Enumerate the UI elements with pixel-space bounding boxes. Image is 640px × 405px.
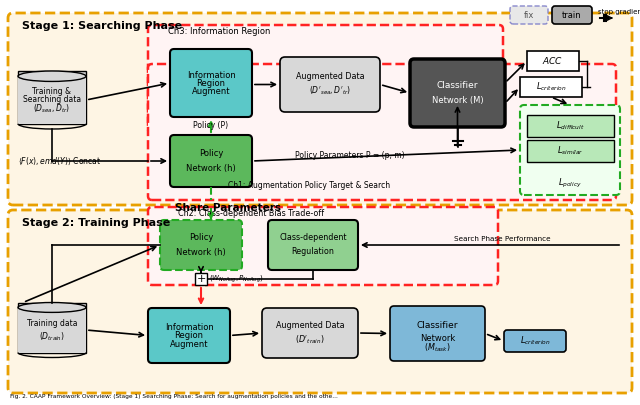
Bar: [527, 115, 614, 137]
FancyBboxPatch shape: [8, 13, 632, 205]
Text: $(D_{sea}, D_{tr})$: $(D_{sea}, D_{tr})$: [33, 103, 70, 115]
FancyBboxPatch shape: [268, 220, 358, 270]
Text: $L_{difficult}$: $L_{difficult}$: [556, 120, 585, 132]
Text: train: train: [562, 11, 582, 19]
FancyBboxPatch shape: [262, 308, 358, 358]
FancyBboxPatch shape: [148, 25, 503, 133]
FancyBboxPatch shape: [520, 105, 620, 195]
Text: Augment: Augment: [170, 340, 208, 349]
Ellipse shape: [18, 303, 86, 312]
Text: Ch1: Augmentation Policy Target & Search: Ch1: Augmentation Policy Target & Search: [228, 181, 390, 190]
Text: fix: fix: [524, 11, 534, 19]
Bar: [520, 77, 582, 97]
FancyBboxPatch shape: [160, 220, 242, 270]
Text: Information: Information: [164, 323, 213, 332]
Text: $(M_{task})$: $(M_{task})$: [424, 341, 451, 354]
Text: Ch3: Information Region: Ch3: Information Region: [168, 27, 270, 36]
FancyBboxPatch shape: [170, 135, 252, 187]
Text: $ACC$: $ACC$: [543, 55, 564, 66]
Text: +: +: [196, 274, 205, 284]
Text: $(W_{NoAug}, P_{NoAug})$: $(W_{NoAug}, P_{NoAug})$: [209, 273, 264, 285]
Text: Region: Region: [196, 79, 225, 87]
Text: Policy Parameters P = (p, m): Policy Parameters P = (p, m): [295, 151, 404, 160]
Text: Training &: Training &: [33, 87, 72, 96]
FancyBboxPatch shape: [504, 330, 566, 352]
Bar: [195, 273, 207, 285]
FancyBboxPatch shape: [510, 6, 548, 24]
FancyBboxPatch shape: [170, 49, 252, 117]
Text: Searching data: Searching data: [23, 96, 81, 104]
Text: Regulation: Regulation: [292, 247, 335, 256]
FancyBboxPatch shape: [148, 308, 230, 363]
Text: Search Phase Performance: Search Phase Performance: [454, 236, 550, 242]
Text: $L_{similar}$: $L_{similar}$: [557, 145, 584, 157]
Ellipse shape: [18, 71, 86, 81]
Text: Training data: Training data: [27, 318, 77, 328]
Bar: [18, 76, 86, 124]
Text: $L_{policy}$: $L_{policy}$: [558, 177, 582, 190]
Text: Policy: Policy: [199, 149, 223, 158]
Bar: [18, 303, 86, 352]
Text: $\langle F(x),emd(Y)\rangle$ Concat: $\langle F(x),emd(Y)\rangle$ Concat: [18, 156, 101, 166]
Text: Policy: Policy: [189, 234, 213, 243]
Text: $L_{criterion}$: $L_{criterion}$: [536, 81, 566, 93]
Bar: [527, 140, 614, 162]
Text: Classifier: Classifier: [436, 81, 478, 90]
Text: Fig. 2. CAAP Framework Overview: (Stage 1) Searching Phase: Search for augmentat: Fig. 2. CAAP Framework Overview: (Stage …: [10, 394, 338, 399]
FancyBboxPatch shape: [410, 59, 505, 127]
Text: stop gradient: stop gradient: [598, 9, 640, 15]
Text: Region: Region: [175, 331, 204, 340]
Text: Class-dependent: Class-dependent: [279, 234, 347, 243]
Text: Ch2: Class-dependent Bias Trade-off: Ch2: Class-dependent Bias Trade-off: [178, 209, 324, 218]
Text: Augmented Data: Augmented Data: [276, 320, 344, 330]
Text: Policy (P): Policy (P): [193, 121, 228, 130]
Text: Stage 2: Training Phase: Stage 2: Training Phase: [22, 218, 170, 228]
Bar: [527, 51, 579, 71]
Bar: [18, 71, 86, 124]
Text: Information: Information: [187, 70, 236, 79]
FancyBboxPatch shape: [148, 207, 498, 285]
Text: Stage 1: Searching Phase: Stage 1: Searching Phase: [22, 21, 182, 31]
Text: $(D_{train})$: $(D_{train})$: [39, 331, 65, 343]
Text: Network (h): Network (h): [176, 247, 226, 256]
Text: Share Parameters: Share Parameters: [175, 203, 281, 213]
Text: Classifier: Classifier: [417, 321, 458, 330]
FancyBboxPatch shape: [8, 210, 632, 393]
FancyBboxPatch shape: [552, 6, 592, 24]
Text: Augment: Augment: [192, 87, 230, 96]
Text: Network (h): Network (h): [186, 164, 236, 173]
Text: Network: Network: [420, 334, 455, 343]
FancyBboxPatch shape: [390, 306, 485, 361]
Text: Network (M): Network (M): [432, 96, 483, 104]
Bar: [18, 307, 86, 352]
Text: $(D'_{train})$: $(D'_{train})$: [295, 334, 324, 346]
Text: Augmented Data: Augmented Data: [296, 72, 364, 81]
Text: $L_{criterion}$: $L_{criterion}$: [520, 335, 550, 347]
Text: $(D'_{sea}, D'_{tr})$: $(D'_{sea}, D'_{tr})$: [309, 84, 351, 97]
FancyBboxPatch shape: [148, 64, 616, 200]
FancyBboxPatch shape: [280, 57, 380, 112]
